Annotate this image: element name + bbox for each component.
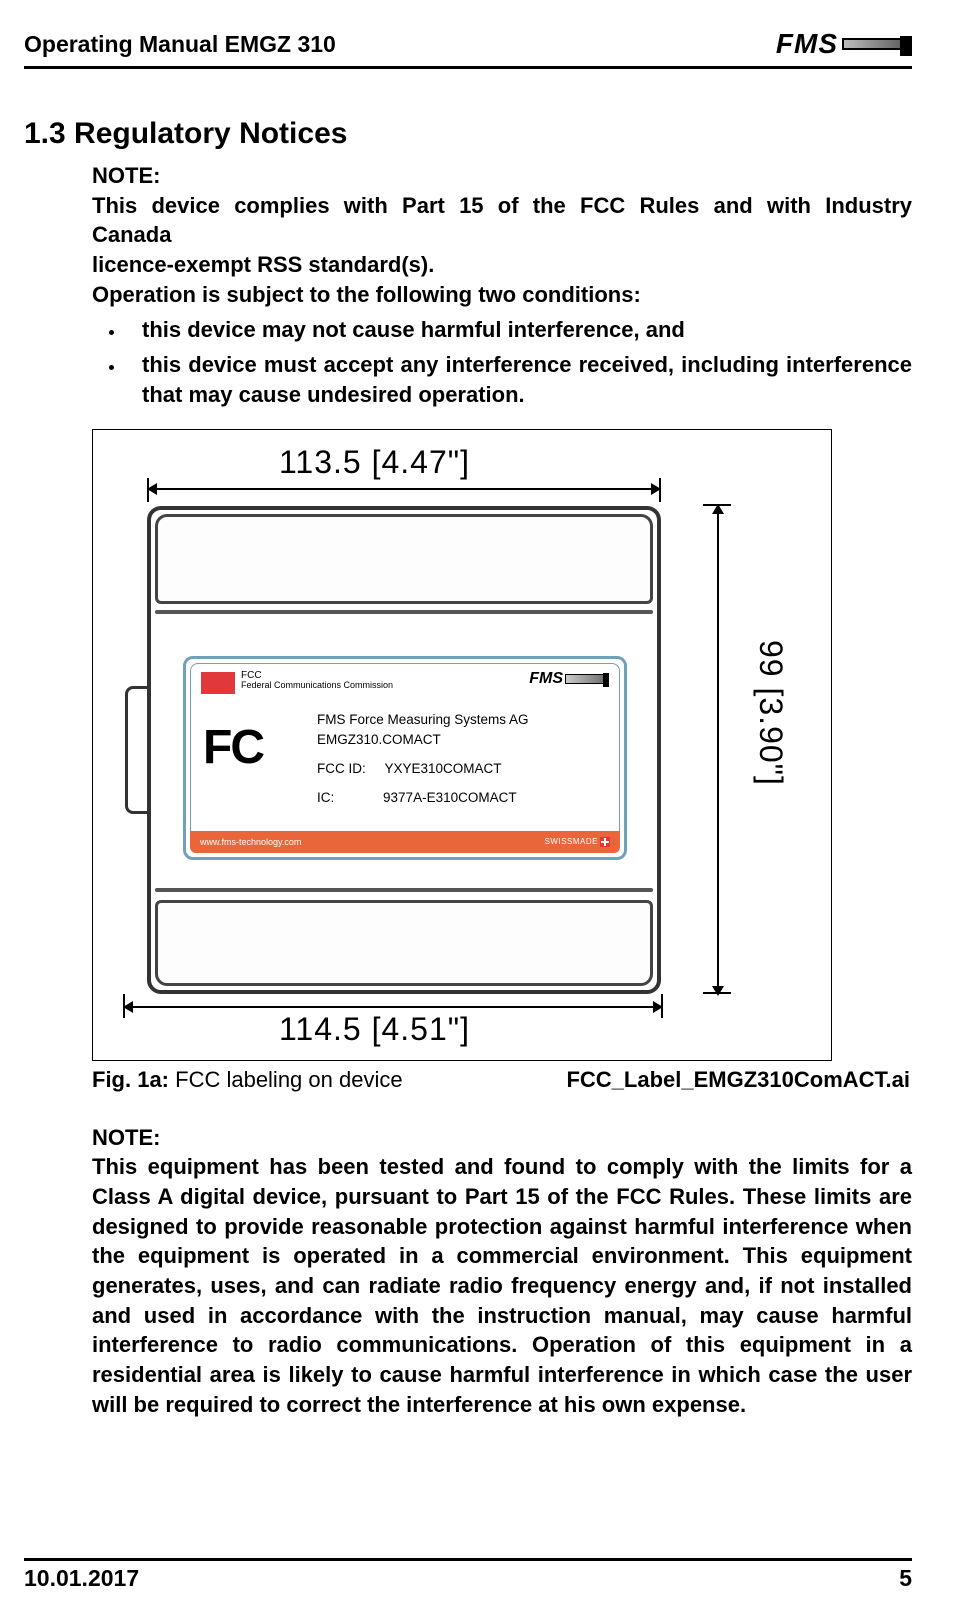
dimension-top-label: 113.5 [4.47"]: [279, 444, 470, 481]
figure-drawing: 113.5 [4.47"]: [92, 429, 832, 1061]
footer-date: 10.01.2017: [24, 1565, 139, 1592]
dimension-arrow-icon: [149, 488, 659, 490]
label-footer-url: www.fms-technology.com: [200, 837, 301, 847]
fig-label-rest: FCC labeling on device: [169, 1067, 403, 1092]
device-label-card: FCC Federal Communications Commission FM…: [183, 656, 627, 860]
label-fms-bar-icon: [565, 674, 609, 684]
label-value: 9377A-E310COMACT: [383, 790, 517, 805]
note2-label: NOTE:: [92, 1123, 912, 1153]
fcc-tiny-text: FCC Federal Communications Commission: [241, 670, 393, 691]
bullet-item: this device may not cause harmful interf…: [126, 315, 912, 345]
red-square-icon: [201, 672, 235, 694]
label-fms-logo: FMS: [529, 670, 609, 688]
fcc-tiny-line1: FCC: [241, 670, 393, 681]
para1-line2: licence-exempt RSS standard(s).: [92, 250, 912, 280]
figure-caption-right: FCC_Label_EMGZ310ComACT.ai: [566, 1067, 910, 1093]
device-side-notch-icon: [125, 686, 147, 814]
fms-logo: FMS: [776, 28, 912, 60]
dimension-right-label: 99 [3.90"]: [752, 640, 789, 786]
label-text-block: FMS Force Measuring Systems AG EMGZ310.C…: [317, 710, 529, 810]
device-rail-icon: [155, 888, 653, 892]
label-line: FCC ID: YXYE310COMACT: [317, 759, 529, 780]
swissmade-text: SWISSMADE: [545, 837, 598, 846]
content-block: NOTE: This device complies with Part 15 …: [92, 161, 912, 1419]
fcc-tiny-line2: Federal Communications Commission: [241, 681, 393, 691]
label-inner: FCC Federal Communications Commission FM…: [190, 663, 620, 853]
figure-container: 113.5 [4.47"]: [92, 429, 912, 1093]
dimension-arrow-icon: [125, 1006, 661, 1008]
fms-logo-text: FMS: [776, 28, 838, 60]
figure-caption-left: Fig. 1a: FCC labeling on device: [92, 1067, 403, 1093]
dimension-bottom-label: 114.5 [4.51"]: [279, 1011, 470, 1048]
footer-page-number: 5: [899, 1565, 912, 1592]
device-top-slot-icon: [155, 514, 653, 604]
para1-line1: This device complies with Part 15 of the…: [92, 191, 912, 250]
fig-label-bold: Fig. 1a:: [92, 1067, 169, 1092]
label-key: IC:: [317, 790, 334, 805]
dimension-arrow-icon: [717, 506, 719, 994]
label-footer-bar: www.fms-technology.com SWISSMADE: [190, 831, 620, 853]
label-footer-swissmade: SWISSMADE: [545, 837, 610, 847]
fms-logo-bar-icon: [842, 38, 912, 50]
label-line: EMGZ310.COMACT: [317, 730, 529, 751]
device-rail-icon: [155, 610, 653, 614]
fcc-logo-icon: FC: [203, 720, 263, 775]
device-bottom-slot-icon: [155, 900, 653, 986]
swiss-cross-icon: [600, 837, 610, 847]
bullet-item: this device must accept any interference…: [126, 350, 912, 411]
page-header: Operating Manual EMGZ 310 FMS: [24, 28, 912, 69]
section-heading: 1.3 Regulatory Notices: [24, 117, 912, 151]
label-fms-text: FMS: [529, 670, 563, 688]
label-line: IC: 9377A-E310COMACT: [317, 788, 529, 809]
page: Operating Manual EMGZ 310 FMS 1.3 Regula…: [0, 0, 966, 1616]
para1-line3: Operation is subject to the following tw…: [92, 280, 912, 310]
note-label: NOTE:: [92, 161, 912, 191]
device-outline: FCC Federal Communications Commission FM…: [147, 506, 661, 994]
note2-body: This equipment has been tested and found…: [92, 1152, 912, 1419]
label-key: FCC ID:: [317, 761, 366, 776]
figure-caption-row: Fig. 1a: FCC labeling on device FCC_Labe…: [92, 1067, 910, 1093]
page-footer: 10.01.2017 5: [24, 1558, 912, 1592]
label-value: YXYE310COMACT: [385, 761, 502, 776]
label-top-row: FCC Federal Communications Commission FM…: [201, 670, 609, 694]
label-line: FMS Force Measuring Systems AG: [317, 710, 529, 731]
header-title: Operating Manual EMGZ 310: [24, 31, 336, 58]
note-2-block: NOTE: This equipment has been tested and…: [92, 1123, 912, 1420]
bullet-list: this device may not cause harmful interf…: [126, 315, 912, 410]
